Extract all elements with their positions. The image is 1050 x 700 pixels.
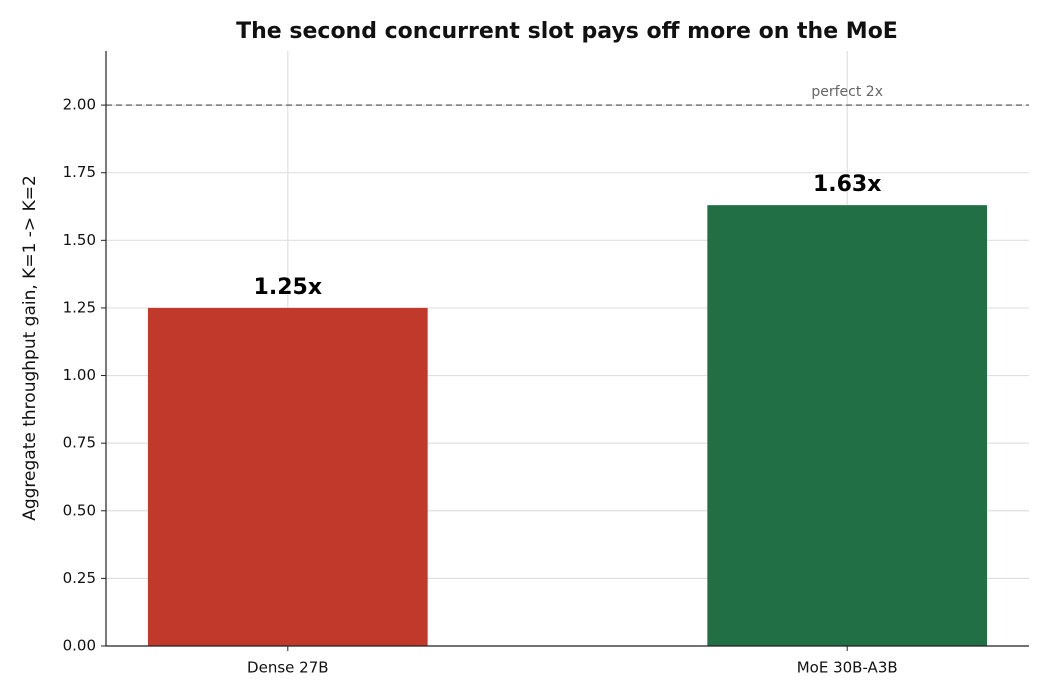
y-tick-label: 1.75 xyxy=(63,163,96,181)
bar xyxy=(707,205,988,646)
y-tick-label: 2.00 xyxy=(63,96,96,114)
y-tick-label: 0.50 xyxy=(63,501,96,519)
value-label: 1.25x xyxy=(254,275,322,300)
chart-title: The second concurrent slot pays off more… xyxy=(236,19,898,44)
reference-label: perfect 2x xyxy=(811,84,883,100)
bar xyxy=(147,307,428,646)
y-tick-label: 1.25 xyxy=(63,298,96,316)
y-tick-label: 1.00 xyxy=(63,366,96,384)
y-tick-label: 1.50 xyxy=(63,231,96,249)
x-tick-label: MoE 30B-A3B xyxy=(797,659,898,677)
y-tick-label: 0.75 xyxy=(63,434,96,452)
y-tick-label: 0.25 xyxy=(63,569,96,587)
value-label: 1.63x xyxy=(813,172,881,197)
y-axis-label: Aggregate throughput gain, K=1 -> K=2 xyxy=(20,175,40,521)
x-tick-label: Dense 27B xyxy=(247,659,328,677)
y-tick-label: 0.00 xyxy=(63,637,96,655)
